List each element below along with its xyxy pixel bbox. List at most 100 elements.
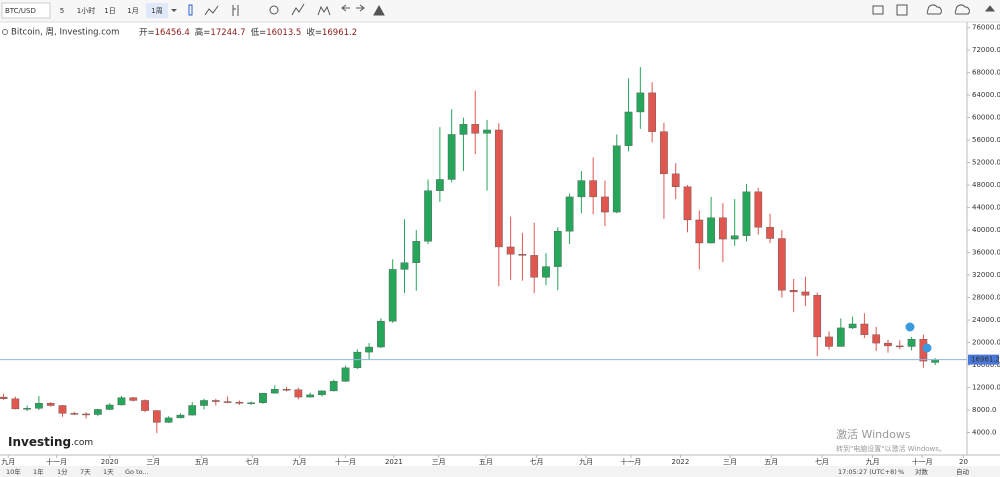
candle-body <box>35 403 43 409</box>
x-tick-label: 三月 <box>723 458 737 466</box>
x-tick-label: 九月 <box>293 457 307 466</box>
layout-icon[interactable] <box>896 4 908 16</box>
candle-body <box>447 134 456 180</box>
cloud-icon[interactable] <box>926 4 942 15</box>
candle-body <box>789 290 798 293</box>
candle-body <box>565 196 574 232</box>
y-tick-label: 32000.0 <box>972 271 1000 279</box>
y-tick-label: 24000.0 <box>972 316 1000 324</box>
candle-body <box>46 403 55 406</box>
symbol-box[interactable] <box>1 2 51 19</box>
x-tick-label: 五月 <box>764 458 778 466</box>
legend-label: 高= <box>195 27 211 38</box>
windows-text: 转到"电脑设置"以激活 Windows。 <box>836 444 946 453</box>
candle-body <box>270 389 279 394</box>
event-marker[interactable] <box>922 343 932 353</box>
legend-ohlc: 开=16456.4 高=17244.7 低=16013.5 收=16961.2 <box>139 27 357 38</box>
option[interactable]: 对数 <box>915 467 929 476</box>
x-tick-label: 十一月 <box>335 457 356 466</box>
y-tick-label: 48000.0 <box>972 181 1000 189</box>
candle-body <box>683 186 692 221</box>
x-tick-label: 2022 <box>672 458 690 466</box>
symbol[interactable]: BTC/USD <box>5 7 36 15</box>
cloud-save-icon[interactable] <box>954 4 970 15</box>
candle-body <box>624 111 633 146</box>
candle-body <box>223 401 232 403</box>
range[interactable]: 1年 <box>33 467 44 476</box>
candle-body <box>707 217 715 244</box>
y-tick-label: 56000.0 <box>972 136 1000 144</box>
interval[interactable]: 5 <box>60 7 64 15</box>
option[interactable]: 自动 <box>956 467 970 476</box>
range[interactable]: 10年 <box>6 467 21 476</box>
watermark-suffix: .com <box>71 438 93 448</box>
candle-body <box>188 405 197 416</box>
y-tick-label: 28000.0 <box>972 294 1000 302</box>
interval-active-bg <box>146 3 168 18</box>
candle-body <box>577 180 586 198</box>
candle-body <box>365 346 373 353</box>
candle-body <box>483 129 491 134</box>
candle-body <box>872 334 881 344</box>
legend-icon[interactable] <box>2 29 8 35</box>
candle-body <box>377 320 385 348</box>
candle-body <box>152 410 161 423</box>
candle-body <box>895 345 904 348</box>
candle-body <box>176 414 185 419</box>
indicator-icon[interactable] <box>232 5 239 16</box>
goto[interactable]: Go to... <box>125 468 149 476</box>
dropdown-icon[interactable] <box>171 9 177 12</box>
candle-body <box>884 342 892 347</box>
undo-icon[interactable] <box>341 4 350 12</box>
candle-body <box>400 262 409 270</box>
x-tick-label: 三月 <box>432 458 446 466</box>
interval[interactable]: 1周 <box>151 7 162 15</box>
candle-body <box>636 92 645 113</box>
range[interactable]: 1天 <box>103 468 114 476</box>
interval[interactable]: 1日 <box>104 7 115 15</box>
event-marker[interactable] <box>905 322 915 332</box>
candle-body <box>235 401 244 404</box>
compare-icon[interactable] <box>291 3 305 16</box>
interval[interactable]: 1月 <box>127 7 138 15</box>
event-markers <box>905 322 932 353</box>
price-label-bg <box>968 354 999 365</box>
candle-body <box>719 217 727 240</box>
candle-body <box>494 129 503 248</box>
y-tick-label: 36000.0 <box>972 249 1000 257</box>
range[interactable]: 1分 <box>57 467 68 476</box>
fullscreen-icon[interactable] <box>984 5 996 12</box>
candle-body <box>518 254 527 256</box>
candle-body <box>129 397 138 401</box>
candle-body <box>801 291 810 296</box>
y-tick-label: 8000.0 <box>972 406 997 414</box>
candle-icon[interactable] <box>188 4 193 16</box>
candle-body <box>0 396 8 399</box>
candle-body <box>836 327 845 347</box>
candle-body <box>553 230 562 267</box>
candle-body <box>436 179 444 191</box>
y-tick-label: 52000.0 <box>972 159 1000 167</box>
candle-body <box>141 400 149 411</box>
candle-body <box>259 392 267 403</box>
settings-icon[interactable] <box>269 5 279 15</box>
legend-label: 低= <box>251 27 267 38</box>
option[interactable]: % <box>898 468 904 476</box>
candle-body <box>848 323 857 329</box>
legend-label: 收= <box>306 27 322 38</box>
line-icon[interactable] <box>204 5 219 16</box>
alert-icon[interactable] <box>373 4 385 16</box>
clock: 17:05:27 (UTC+8) <box>838 468 897 476</box>
candle-body <box>388 269 397 322</box>
candle-body <box>200 400 208 406</box>
template-icon[interactable] <box>317 5 331 16</box>
interval[interactable]: 1小时 <box>77 6 95 15</box>
candle-body <box>82 413 90 416</box>
candle-body <box>247 402 256 404</box>
redo-icon[interactable] <box>356 4 365 12</box>
candle-body <box>105 404 114 410</box>
range[interactable]: 7天 <box>80 468 91 476</box>
candle-body <box>506 246 515 255</box>
camera-icon[interactable] <box>872 5 884 15</box>
